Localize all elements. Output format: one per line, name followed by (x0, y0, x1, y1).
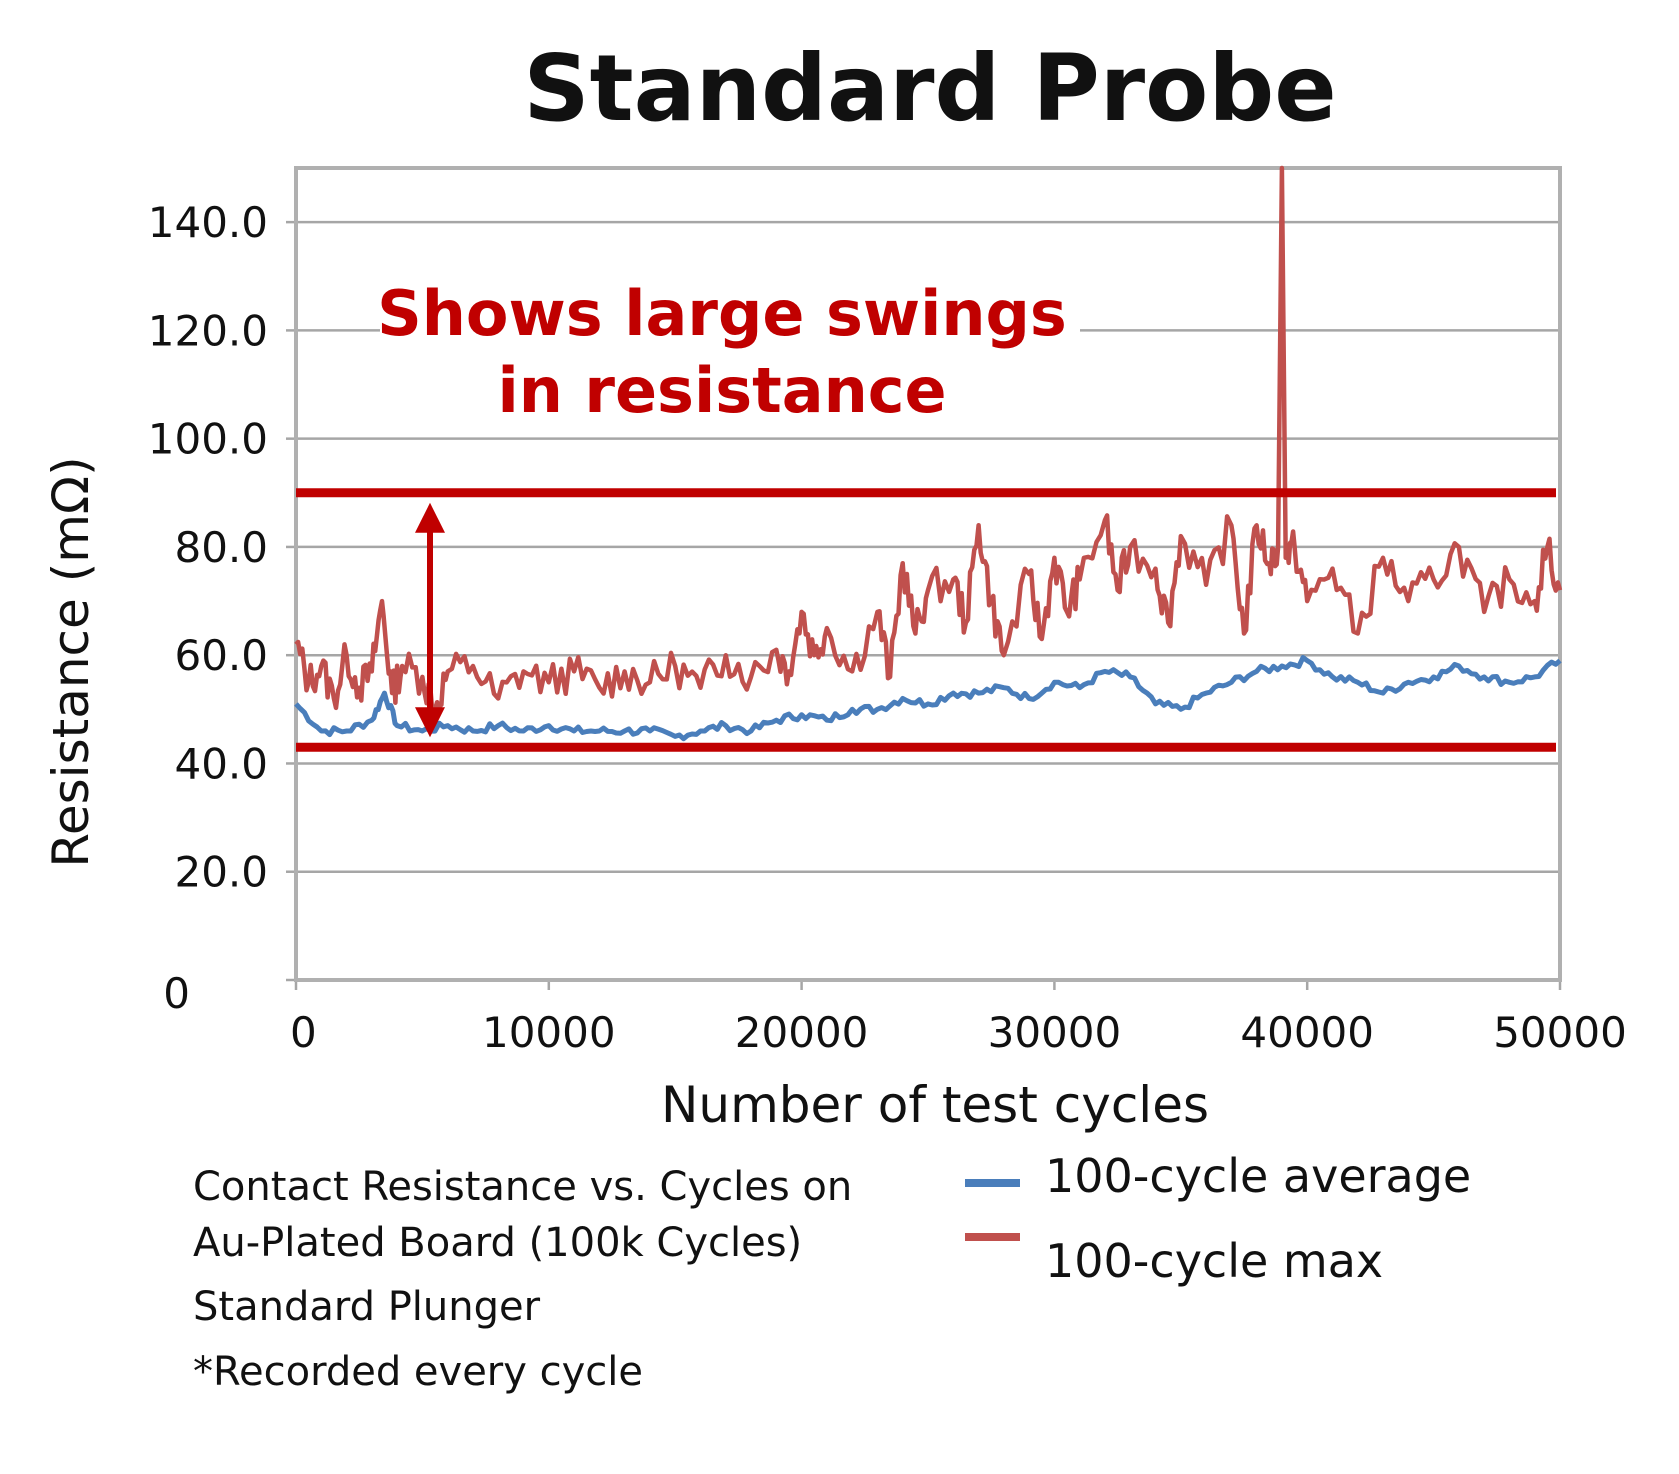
x-tick-label: 20000 (735, 1008, 869, 1057)
annotation-text-line1: Shows large swings (377, 277, 1067, 350)
annotation-arrow-head-up (415, 502, 445, 533)
x-tick-label: 0 (290, 1008, 317, 1057)
x-tick-label: 10000 (482, 1008, 616, 1057)
plot-frame (294, 166, 1562, 982)
caption-line2: Au-Plated Board (100k Cycles) (193, 1220, 802, 1266)
x-tick-labels: 0 10000 20000 30000 40000 50000 (290, 1008, 1627, 1057)
annotation-group (296, 488, 1556, 752)
legend-label-average: 100-cycle average (1045, 1149, 1471, 1203)
y-tick-label: 80.0 (174, 523, 268, 572)
y-tick-label: 0 (163, 969, 190, 1018)
caption-line3: Standard Plunger (193, 1284, 541, 1330)
annotation-text-background (380, 275, 1080, 425)
y-axis-label: Resistance (mΩ) (42, 456, 100, 867)
series-lines (294, 165, 1563, 742)
annotation-arrow-head-down (415, 707, 445, 738)
y-tick-labels: 0 20.0 40.0 60.0 80.0 100.0 120.0 140.0 (148, 198, 268, 1018)
caption-line1: Contact Resistance vs. Cycles on (193, 1164, 852, 1210)
y-tick-label: 140.0 (148, 198, 268, 247)
x-tick-label: 30000 (988, 1008, 1122, 1057)
series-line-max (294, 165, 1563, 722)
legend: 100-cycle average 100-cycle max (965, 1149, 1471, 1288)
x-tick-label: 50000 (1493, 1008, 1627, 1057)
x-tick-label: 40000 (1240, 1008, 1374, 1057)
caption-line4: *Recorded every cycle (193, 1349, 643, 1395)
y-tick-label: 100.0 (148, 415, 268, 464)
chart-title: Standard Probe (523, 35, 1336, 142)
y-tick-label: 60.0 (174, 631, 268, 680)
y-tick-label: 20.0 (174, 848, 268, 897)
annotation-text-line2: in resistance (497, 354, 946, 427)
series-line-average (294, 655, 1562, 742)
x-axis-label: Number of test cycles (661, 1076, 1209, 1134)
y-tick-label: 40.0 (174, 739, 268, 788)
y-tick-label: 120.0 (148, 306, 268, 355)
legend-label-max: 100-cycle max (1045, 1234, 1383, 1288)
